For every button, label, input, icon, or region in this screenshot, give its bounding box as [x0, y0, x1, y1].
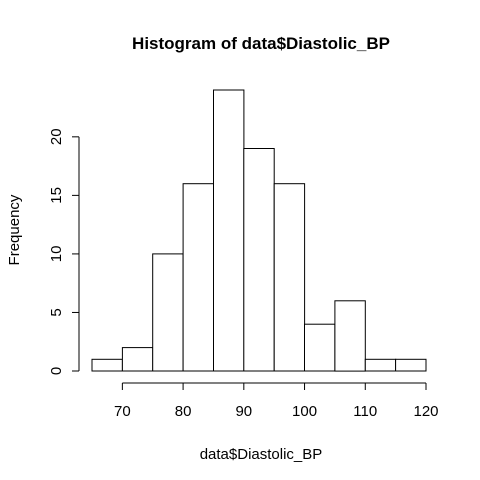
x-tick-label: 110: [353, 403, 377, 420]
y-tick-label: 0: [48, 367, 65, 375]
y-tick-label: 5: [48, 308, 65, 316]
histogram-bar: [182, 183, 215, 372]
y-axis-label: Frequency: [6, 194, 23, 265]
x-tick-label: 80: [175, 403, 192, 420]
bars-group: [91, 89, 427, 372]
y-axis: 0 5 10 15 20: [48, 128, 80, 375]
x-axis-label: data$Diastolic_BP: [200, 446, 323, 463]
y-tick-label: 20: [48, 128, 65, 145]
histogram-bar: [364, 358, 397, 372]
histogram-bar: [243, 148, 275, 372]
y-tick-label: 10: [48, 246, 65, 263]
x-tick-label: 100: [292, 403, 317, 420]
chart-title: Histogram of data$Diastolic_BP: [132, 34, 390, 53]
y-tick-label: 15: [48, 187, 65, 204]
histogram-bar: [334, 300, 366, 372]
histogram-bar: [304, 323, 336, 372]
x-axis: 70 80 90 100 110 120: [114, 382, 439, 420]
histogram-bar: [152, 253, 184, 372]
histogram-bar: [91, 358, 123, 372]
x-tick-label: 90: [235, 403, 252, 420]
histogram-bar: [213, 89, 245, 372]
histogram-bar: [395, 358, 427, 372]
histogram-bar: [121, 347, 154, 372]
x-tick-label: 70: [114, 403, 131, 420]
x-tick-label: 120: [413, 403, 438, 420]
histogram-bar: [273, 183, 306, 372]
